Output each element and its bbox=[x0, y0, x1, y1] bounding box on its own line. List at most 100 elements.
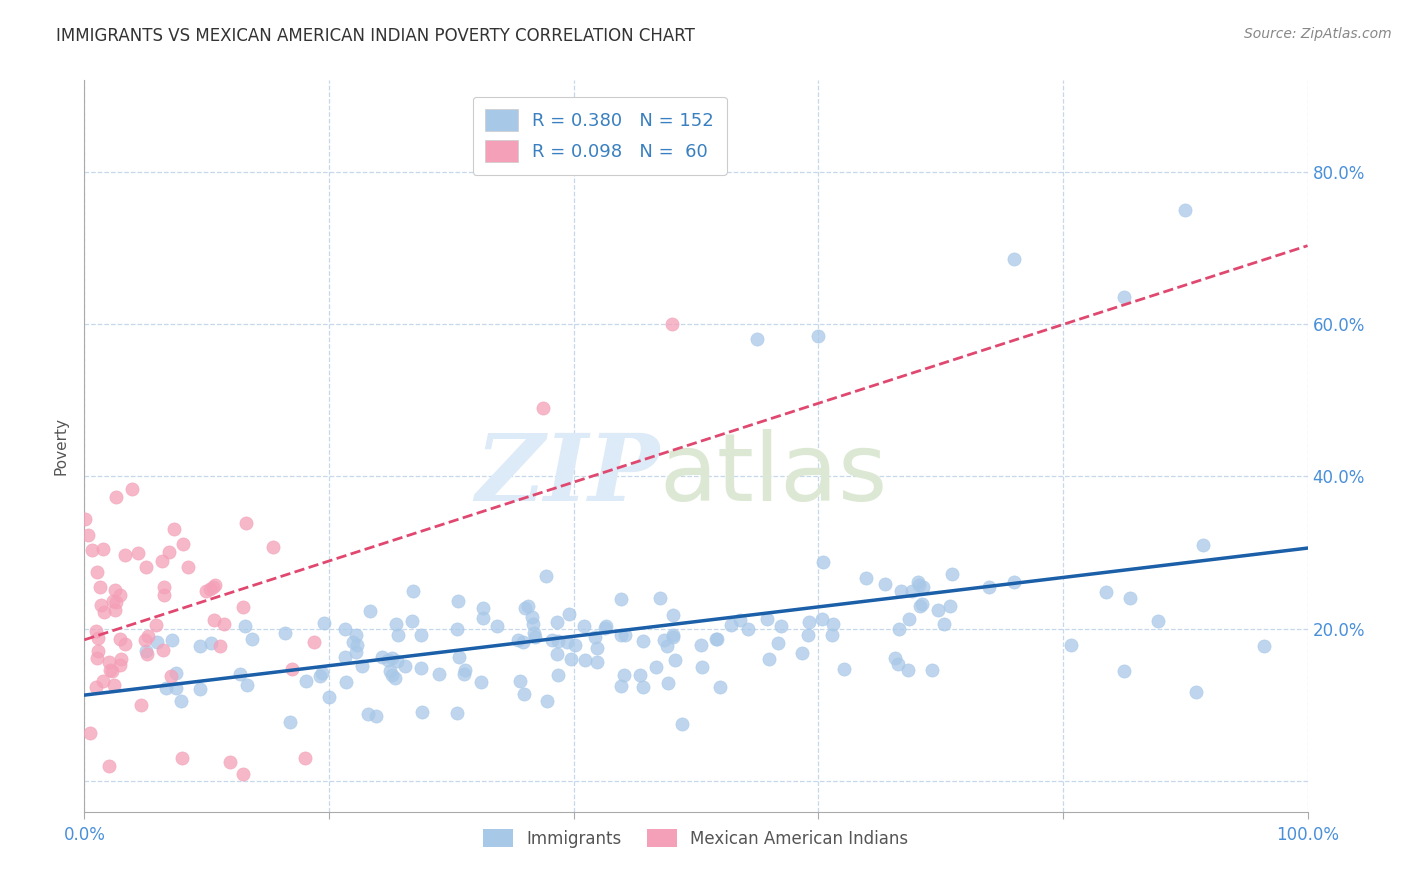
Point bbox=[927, 603, 949, 617]
Point bbox=[204, 614, 226, 628]
Point bbox=[631, 634, 654, 648]
Point bbox=[558, 607, 581, 622]
Point bbox=[232, 600, 254, 615]
Point bbox=[1114, 290, 1136, 304]
Point bbox=[613, 628, 636, 642]
Point bbox=[522, 626, 544, 640]
Point bbox=[470, 675, 492, 690]
Point bbox=[97, 759, 120, 773]
Point bbox=[346, 638, 368, 652]
Point bbox=[823, 616, 845, 631]
Point bbox=[628, 667, 651, 681]
Point bbox=[152, 643, 174, 657]
Point bbox=[163, 522, 186, 536]
Point bbox=[662, 631, 685, 645]
Point bbox=[709, 680, 731, 694]
Point bbox=[235, 516, 257, 530]
Point bbox=[516, 599, 538, 614]
Point bbox=[91, 674, 114, 689]
Point bbox=[979, 580, 1001, 594]
Point bbox=[165, 681, 187, 695]
Point bbox=[911, 597, 934, 611]
Point bbox=[377, 653, 399, 667]
Point bbox=[1002, 252, 1025, 267]
Point bbox=[229, 666, 252, 681]
Point bbox=[583, 630, 606, 644]
Point bbox=[593, 620, 616, 634]
Point bbox=[555, 634, 578, 648]
Point bbox=[318, 690, 340, 704]
Point bbox=[309, 669, 332, 683]
Point bbox=[453, 667, 475, 681]
Point bbox=[797, 615, 820, 630]
Point bbox=[797, 628, 820, 642]
Point bbox=[737, 622, 759, 636]
Point bbox=[274, 625, 297, 640]
Point bbox=[172, 536, 194, 550]
Point bbox=[384, 616, 406, 631]
Point bbox=[335, 675, 357, 690]
Point bbox=[384, 671, 406, 685]
Point bbox=[89, 580, 111, 594]
Point bbox=[1253, 639, 1275, 653]
Point bbox=[1192, 538, 1215, 552]
Point bbox=[901, 583, 924, 598]
Point bbox=[855, 571, 877, 585]
Point bbox=[294, 751, 316, 765]
Point bbox=[172, 751, 194, 765]
Point bbox=[449, 649, 471, 664]
Point bbox=[512, 687, 534, 701]
Point bbox=[755, 612, 778, 626]
Point bbox=[690, 660, 713, 674]
Text: IMMIGRANTS VS MEXICAN AMERICAN INDIAN POVERTY CORRELATION CHART: IMMIGRANTS VS MEXICAN AMERICAN INDIAN PO… bbox=[56, 27, 695, 45]
Point bbox=[610, 627, 633, 641]
Point bbox=[84, 680, 107, 694]
Point bbox=[401, 615, 423, 629]
Point bbox=[333, 622, 356, 636]
Point bbox=[520, 609, 543, 624]
Point bbox=[110, 652, 132, 666]
Point bbox=[409, 661, 432, 675]
Point bbox=[160, 669, 183, 683]
Point bbox=[188, 682, 211, 697]
Point bbox=[236, 678, 259, 692]
Point bbox=[364, 708, 387, 723]
Point bbox=[380, 650, 402, 665]
Point bbox=[1147, 614, 1170, 628]
Point bbox=[150, 553, 173, 567]
Point bbox=[560, 652, 582, 666]
Point bbox=[134, 633, 156, 648]
Point bbox=[357, 706, 380, 721]
Point bbox=[394, 658, 416, 673]
Point bbox=[910, 599, 932, 613]
Point bbox=[1095, 585, 1118, 599]
Point bbox=[157, 545, 180, 559]
Point bbox=[302, 635, 325, 649]
Point bbox=[232, 766, 254, 780]
Point bbox=[1004, 574, 1026, 589]
Point bbox=[93, 605, 115, 619]
Point bbox=[447, 594, 470, 608]
Point bbox=[214, 616, 236, 631]
Point bbox=[240, 632, 263, 646]
Point bbox=[939, 599, 962, 613]
Point bbox=[108, 632, 131, 647]
Point bbox=[135, 644, 157, 658]
Point bbox=[84, 624, 107, 639]
Point bbox=[792, 646, 814, 660]
Point bbox=[103, 603, 125, 617]
Point bbox=[547, 634, 569, 648]
Point bbox=[188, 639, 211, 653]
Point bbox=[387, 628, 409, 642]
Point bbox=[127, 546, 149, 560]
Point bbox=[218, 756, 240, 770]
Point bbox=[645, 660, 668, 674]
Point bbox=[110, 658, 132, 673]
Point bbox=[129, 698, 152, 713]
Point bbox=[294, 673, 316, 688]
Legend: Immigrants, Mexican American Indians: Immigrants, Mexican American Indians bbox=[477, 822, 915, 855]
Point bbox=[342, 635, 364, 649]
Point bbox=[233, 619, 256, 633]
Point bbox=[87, 631, 110, 645]
Point bbox=[832, 662, 855, 676]
